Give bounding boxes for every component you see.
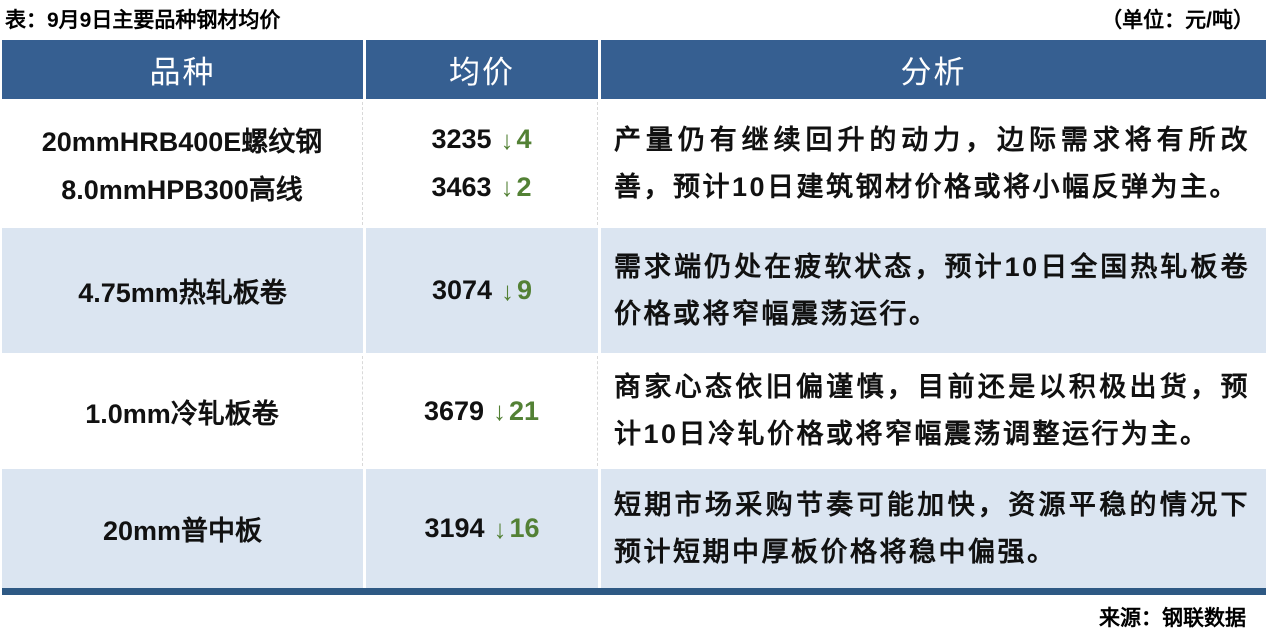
table-row-4-analysis: 短期市场采购节奏可能加快，资源平稳的情况下预计短期中厚板价格将稳中偏强。	[601, 469, 1266, 588]
change-amount: 4	[516, 124, 532, 155]
price-value: 3074 ↓ 9	[432, 275, 532, 306]
down-arrow-icon: ↓	[500, 124, 514, 155]
variety-label: 8.0mmHPB300高线	[61, 174, 303, 205]
price-change: ↓ 2	[501, 172, 532, 203]
caption-bar: 表：9月9日主要品种钢材均价 （单位：元/吨）	[0, 0, 1268, 40]
variety-label: 20mm普中板	[102, 516, 263, 546]
analysis-text: 短期市场采购节奏可能加快，资源平稳的情况下预计短期中厚板价格将稳中偏强。	[614, 489, 1250, 567]
analysis-text: 商家心态依旧偏谨慎，目前还是以积极出货，预计10日冷轧价格或将窄幅震荡调整运行为…	[614, 372, 1250, 449]
table-row-2-analysis: 需求端仍处在疲软状态，预计10日全国热轧板卷价格或将窄幅震荡运行。	[601, 228, 1266, 353]
column-header-analysis: 分析	[601, 40, 1266, 99]
table-row-3-variety: 1.0mm冷轧板卷	[2, 356, 363, 466]
down-arrow-icon: ↓	[500, 172, 514, 203]
price-change: ↓ 9	[501, 275, 532, 306]
price-value: 3194 ↓ 16	[424, 513, 539, 544]
source-bar: 来源：钢联数据	[0, 595, 1268, 632]
change-amount: 2	[516, 171, 532, 202]
variety-label: 20mmHRB400E螺纹钢	[41, 127, 323, 158]
price-value: 3463 ↓ 2	[431, 172, 531, 203]
average-price: 3679	[423, 395, 485, 426]
analysis-text: 产量仍有继续回升的动力，边际需求将有所改善，预计10日建筑钢材价格或将小幅反弹为…	[614, 124, 1250, 202]
table-row-2-variety: 4.75mm热轧板卷	[2, 228, 363, 353]
variety-label: 1.0mm冷轧板卷	[85, 398, 279, 429]
table-bottom-rule	[2, 588, 1266, 595]
price-change: ↓ 4	[501, 124, 532, 155]
table-row-1-analysis: 产量仍有继续回升的动力，边际需求将有所改善，预计10日建筑钢材价格或将小幅反弹为…	[601, 102, 1266, 225]
price-change: ↓ 21	[493, 396, 539, 427]
average-price: 3463	[431, 171, 492, 202]
average-price: 3194	[424, 513, 485, 543]
price-change: ↓ 16	[494, 513, 540, 544]
table-row-4-price: 3194 ↓ 16	[366, 469, 598, 588]
steel-price-table: 品种 均价 分析 20mmHRB400E螺纹钢 8.0mmHPB300高线 32…	[2, 40, 1266, 588]
down-arrow-icon: ↓	[493, 396, 507, 426]
price-value: 3235 ↓ 4	[431, 124, 531, 155]
change-amount: 9	[517, 275, 533, 305]
table-row-2-price: 3074 ↓ 9	[366, 228, 598, 353]
price-value: 3679 ↓ 21	[424, 396, 539, 427]
down-arrow-icon: ↓	[493, 513, 507, 544]
source-note: 来源：钢联数据	[1099, 607, 1246, 630]
down-arrow-icon: ↓	[501, 275, 515, 306]
average-price: 3235	[431, 124, 492, 155]
table-row-4-variety: 20mm普中板	[2, 469, 363, 588]
analysis-text: 需求端仍处在疲软状态，预计10日全国热轧板卷价格或将窄幅震荡运行。	[614, 251, 1250, 329]
table-title: 表：9月9日主要品种钢材均价	[5, 9, 281, 32]
column-header-price: 均价	[366, 40, 598, 99]
change-amount: 21	[509, 395, 540, 426]
average-price: 3074	[431, 275, 493, 305]
column-header-variety: 品种	[2, 40, 363, 99]
unit-note: （单位：元/吨）	[1101, 9, 1254, 32]
table-row-3-price: 3679 ↓ 21	[366, 356, 598, 466]
variety-label: 4.75mm热轧板卷	[78, 278, 287, 308]
table-row-1-price: 3235 ↓ 4 3463 ↓ 2	[366, 102, 598, 225]
change-amount: 16	[509, 513, 540, 543]
table-row-1-variety: 20mmHRB400E螺纹钢 8.0mmHPB300高线	[2, 102, 363, 225]
table-row-3-analysis: 商家心态依旧偏谨慎，目前还是以积极出货，预计10日冷轧价格或将窄幅震荡调整运行为…	[601, 356, 1266, 466]
